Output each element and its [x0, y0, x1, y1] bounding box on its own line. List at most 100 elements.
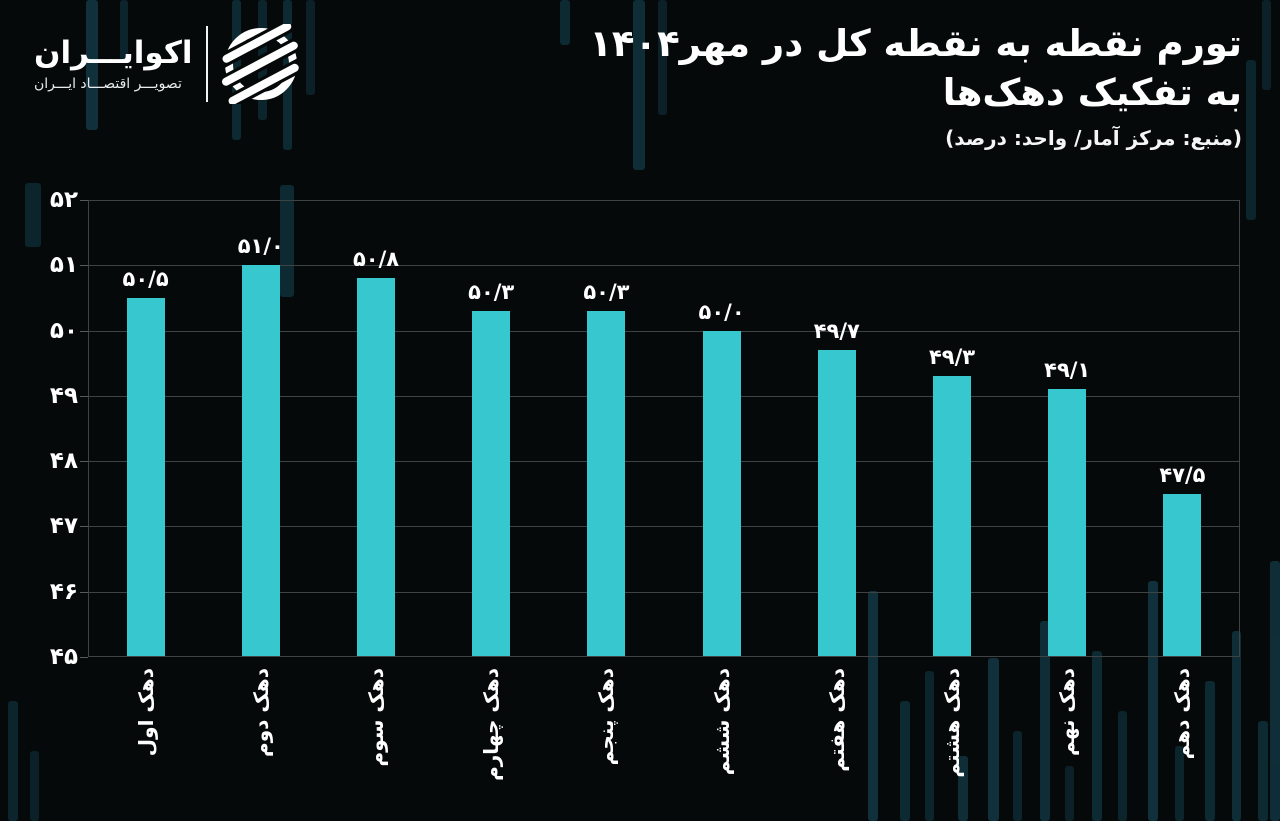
x-axis-label: دهک اول [133, 668, 158, 757]
y-axis-tick [80, 526, 88, 528]
x-axis-label: دهک دوم [248, 668, 273, 757]
y-axis-label: ۴۶ [49, 578, 78, 605]
brand-name: اکوایـــران [34, 35, 193, 72]
x-axis-label-box: دهک اول [88, 668, 203, 821]
brand-tagline: تصویـــر اقتصـــاد ایـــران [34, 75, 182, 92]
y-axis-label: ۴۷ [49, 513, 78, 540]
x-axis-label: دهک پنجم [594, 668, 619, 766]
x-axis-label: دهک سوم [364, 668, 388, 767]
background-bar-decoration [900, 701, 910, 821]
background-bar-decoration [120, 0, 128, 60]
background-bar-decoration [1246, 60, 1256, 220]
background-bar-decoration [925, 671, 934, 821]
bar-value-label: ۴۹/۱ [1044, 358, 1091, 383]
brand-logo: اکوایـــران تصویـــر اقتصـــاد ایـــران [34, 24, 301, 104]
bar [126, 297, 165, 656]
background-bar-decoration [30, 751, 39, 821]
x-axis-label-box: دهک پنجم [549, 668, 664, 821]
bar-value-label: ۵۰/۸ [352, 247, 400, 272]
chart-title-line2: به تفکیک دهک‌ها [942, 70, 1242, 114]
y-axis-label: ۴۵ [49, 644, 78, 670]
bar [1163, 493, 1202, 656]
brand-divider [205, 26, 208, 102]
bar [587, 310, 626, 656]
background-bar-decoration [560, 0, 570, 45]
background-bar-decoration [1262, 0, 1271, 90]
bar-value-label: ۴۷/۵ [1159, 462, 1206, 487]
y-axis-label: ۵۱ [49, 252, 78, 279]
gridline [88, 526, 1240, 528]
bar-value-label: ۴۹/۳ [928, 345, 976, 370]
bar [241, 265, 280, 656]
background-bar-decoration [1118, 711, 1127, 821]
background-bar-decoration [1065, 766, 1074, 821]
bar [357, 278, 395, 656]
background-bar-decoration [86, 0, 98, 130]
x-axis-label-box: دهک ششم [664, 668, 779, 821]
gridline [88, 265, 1240, 267]
x-axis-label: دهک هفتم [824, 668, 849, 772]
chart-title-line1: تورم نقطه به نقطه کل در مهر۱۴۰۴ [589, 22, 1242, 65]
bar [472, 310, 511, 656]
bar [1048, 389, 1087, 656]
background-bar-decoration [25, 183, 41, 247]
background-bar-decoration [8, 701, 18, 821]
chart-header: تورم نقطه به نقطه کل در مهر۱۴۰۴ به تفکیک… [589, 20, 1242, 150]
chart-source-note: (منبع: مرکز آمار/ واحد: درصد) [945, 125, 1242, 150]
background-bar-decoration [868, 591, 878, 821]
x-axis-label: دهک نهم [1055, 668, 1080, 756]
gridline [88, 330, 1240, 332]
bar-value-label: ۵۱/۰ [237, 234, 284, 259]
x-axis-label-box: دهک هفتم [779, 668, 894, 821]
x-axis-label: دهک هشتم [940, 668, 964, 778]
brand-text-block: اکوایـــران تصویـــر اقتصـــاد ایـــران [34, 36, 193, 92]
background-bar-decoration [958, 756, 968, 821]
background-bar-decoration [306, 0, 315, 95]
background-bar-decoration [1205, 681, 1215, 821]
y-axis-tick [80, 265, 88, 267]
x-axis-label-box: دهک نهم [1010, 668, 1125, 821]
bar [933, 376, 971, 656]
y-axis-tick [80, 330, 88, 332]
bar-value-label: ۵۰/۰ [698, 299, 745, 324]
y-axis-tick [80, 461, 88, 463]
background-bar-decoration [1092, 651, 1102, 821]
gridline [88, 395, 1240, 397]
background-bar-decoration [1232, 631, 1241, 821]
background-bar-decoration [1013, 731, 1022, 821]
x-axis-label: دهک دهم [1170, 668, 1195, 760]
y-axis-label: ۵۰ [49, 317, 78, 344]
background-bar-decoration [988, 658, 999, 821]
bar-value-label: ۵۰/۳ [583, 279, 630, 304]
y-axis-tick [80, 200, 88, 201]
bar [702, 330, 741, 656]
y-axis-label: ۵۲ [49, 187, 78, 213]
background-bar-decoration [1270, 561, 1280, 821]
x-axis-label-box: دهک دهم [1125, 668, 1240, 821]
background-bar-decoration [280, 185, 294, 297]
background-bar-decoration [1040, 621, 1050, 821]
plot-area [88, 200, 1240, 657]
gridline [88, 591, 1240, 593]
bar-value-label: ۵۰/۳ [468, 279, 515, 304]
bar [817, 350, 856, 656]
x-axis-label-box: دهک دوم [203, 668, 318, 821]
y-axis-tick [80, 657, 88, 658]
bar-value-label: ۴۹/۷ [813, 319, 860, 344]
background-bar-decoration [1148, 581, 1158, 821]
y-axis-tick [80, 395, 88, 397]
background-bar-decoration [658, 0, 667, 115]
y-axis-tick [80, 591, 88, 593]
background-bar-decoration [1258, 721, 1268, 821]
x-axis-label-box: دهک سوم [318, 668, 433, 821]
background-bar-decoration [633, 0, 645, 170]
x-axis-label-box: دهک چهارم [434, 668, 549, 821]
background-bar-decoration [1175, 746, 1184, 821]
y-axis-label: ۴۸ [49, 448, 78, 475]
y-axis-label: ۴۹ [49, 382, 78, 409]
x-axis-label: دهک چهارم [479, 668, 504, 781]
x-axis-label: دهک ششم [709, 668, 734, 776]
gridline [88, 461, 1240, 463]
